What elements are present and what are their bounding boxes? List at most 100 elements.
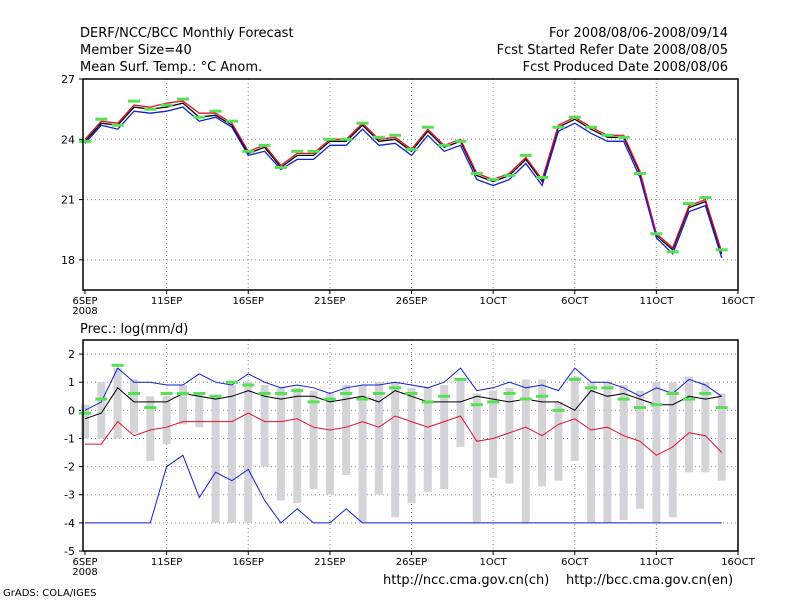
marker [487,400,500,404]
produced-date: Fcst Produced Date 2008/08/06 [522,60,728,75]
marker [356,397,369,401]
range-bar [293,387,302,504]
marker [193,115,206,119]
series-line-mean [84,102,723,254]
marker [79,139,91,143]
marker [291,389,304,393]
y-tick-label: -4 [64,517,75,530]
marker [79,411,91,415]
range-bar [342,385,351,476]
marker [372,135,385,139]
range-bar [195,393,204,428]
marker [242,149,255,153]
range-bar [260,385,269,467]
x-tick-label: 11SEP [151,296,182,307]
y-tick-label: 1 [68,376,75,389]
x-tick-label: 26SEP [396,296,427,307]
marker [552,408,565,412]
marker [568,377,581,381]
range-bar [178,385,187,425]
x-tick-label: 16SEP [233,296,264,307]
x-tick-label: 6SEP [72,557,97,568]
x-tick-label: 6OCT [561,296,589,307]
marker [340,391,353,395]
range-bar [652,382,661,523]
range-bar [603,382,612,523]
marker [454,377,467,381]
marker [258,391,271,395]
x-tick-label: 6SEP [72,296,97,307]
marker [144,406,157,410]
marker [405,147,418,151]
range-bar [423,387,432,492]
range-bar [701,382,710,473]
series-line-blue_min [85,454,722,524]
y-tick-label: 18 [61,254,75,267]
marker [225,119,238,123]
y-tick-label: 21 [61,194,75,207]
marker [209,394,222,398]
range-bar [407,387,416,504]
marker [421,400,434,404]
x-tick-label: 11SEP [151,557,182,568]
marker [585,386,598,390]
marker [715,248,728,252]
marker [111,123,124,127]
marker [356,121,369,125]
marker [258,143,271,147]
series-line-upper [84,100,723,252]
marker [503,173,516,177]
y-tick-label: -1 [64,432,75,445]
range-bar [472,393,481,523]
range-bar [162,396,171,445]
x-year-label: 2008 [72,306,97,317]
x-tick-label: 26SEP [396,557,427,568]
marker [715,406,728,410]
marker [225,380,238,384]
marker [144,107,157,111]
range-bar [244,382,253,523]
marker [666,250,679,254]
marker [307,149,320,153]
marker [274,391,287,395]
marker [519,153,532,157]
range-bar [587,382,596,523]
y-tick-label: -5 [64,545,75,558]
range-bar [113,368,122,439]
range-bar [538,379,547,487]
plot-frame [82,78,739,291]
range-bar [227,385,236,523]
series-line-lower [84,106,723,258]
y-tick-label: 27 [61,73,75,86]
y-tick-label: 24 [61,133,75,146]
range-bar [97,382,106,439]
url-ch-link[interactable]: http://ncc.cma.gov.cn(ch) [383,573,550,588]
marker [585,125,598,129]
x-tick-label: 21SEP [314,296,345,307]
marker [634,171,647,175]
marker [650,232,663,236]
x-tick-label: 11OCT [640,557,675,568]
range-bar [505,387,514,484]
marker [536,175,549,179]
marker [95,117,108,121]
marker [699,196,712,200]
range-bar [456,379,465,447]
marker [503,391,516,395]
y-tick-label: -2 [64,461,75,474]
marker [617,135,630,139]
series-line-red [85,412,723,456]
marker [307,400,320,404]
range-bar [358,385,367,523]
range-bar [554,401,563,481]
marker [470,171,483,175]
refer-date: Fcst Started Refer Date 2008/08/05 [496,43,728,58]
marker [650,403,663,407]
marker [176,97,189,101]
y-tick-label: 0 [68,404,75,417]
marker [666,391,679,395]
marker [274,165,287,169]
url-en-link[interactable]: http://bcc.cma.gov.cn(en) [566,573,734,588]
marker [519,397,532,401]
